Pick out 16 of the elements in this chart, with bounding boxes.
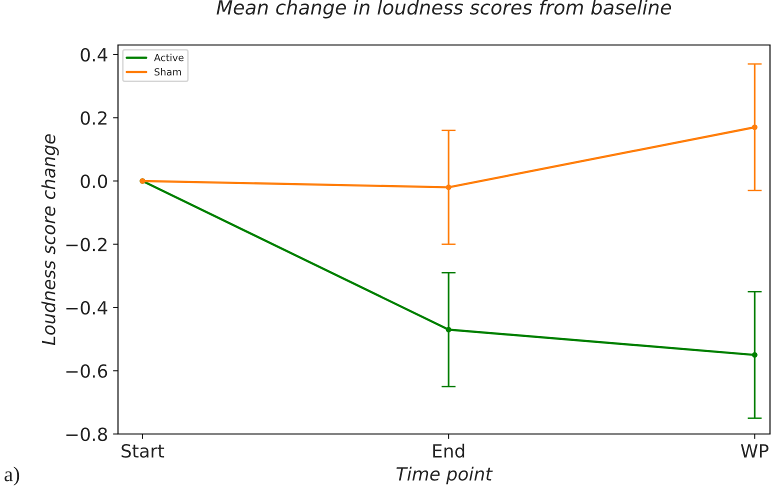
x-tick-label: Start bbox=[122, 444, 164, 458]
y-tick-label: 0.0 bbox=[80, 174, 108, 188]
x-tick-label: End bbox=[433, 444, 464, 458]
chart-title: Mean change in loudness scores from baseline bbox=[216, 0, 672, 18]
text: a) bbox=[4, 466, 20, 486]
y-tick-label: −0.4 bbox=[66, 300, 108, 315]
y-tick-label: −0.2 bbox=[66, 238, 106, 252]
y-tick-label: 0.2 bbox=[80, 111, 106, 125]
y-axis-title: Loudness score change bbox=[41, 134, 59, 346]
legend-label: Sham bbox=[154, 68, 181, 76]
y-tick-label: −0.8 bbox=[66, 427, 108, 442]
y-tick-label: 0.4 bbox=[80, 48, 108, 62]
legend-label: Active bbox=[154, 54, 184, 62]
y-tick-label: −0.6 bbox=[66, 364, 108, 378]
x-axis-title: Time point bbox=[396, 466, 493, 484]
x-tick-label: WP bbox=[740, 444, 768, 458]
